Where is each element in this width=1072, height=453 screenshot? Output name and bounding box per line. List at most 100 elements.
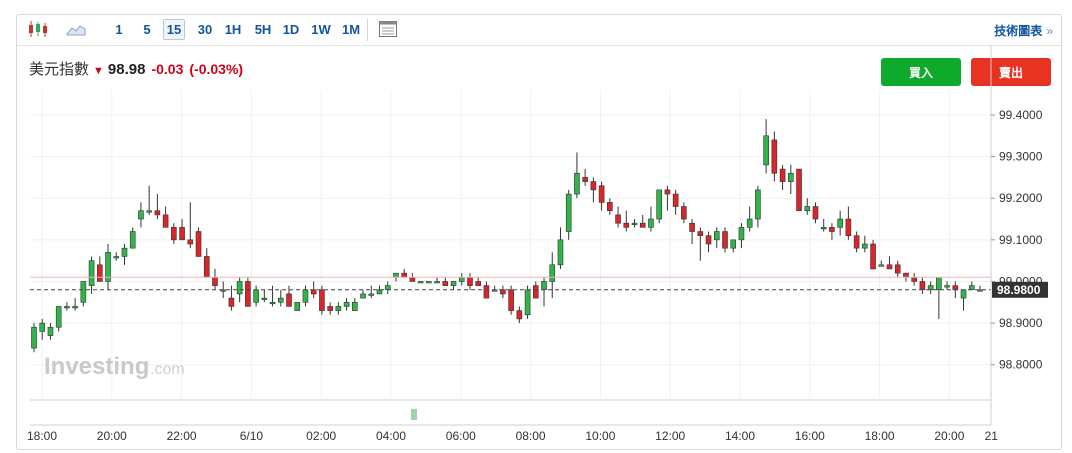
interval-button-1m[interactable]: 1M — [341, 22, 361, 37]
candle-body — [812, 206, 819, 220]
candle-body — [335, 306, 342, 311]
candle-body — [327, 306, 333, 311]
candle-body — [771, 139, 778, 174]
candle-body — [352, 301, 358, 311]
candle-body — [434, 281, 440, 284]
interval-button-15[interactable]: 15 — [163, 19, 185, 40]
candle — [426, 281, 432, 284]
candle-body — [796, 168, 802, 212]
candle-body — [343, 301, 350, 307]
candle — [31, 323, 37, 353]
candle — [162, 206, 169, 228]
candle — [812, 202, 819, 224]
candle — [187, 202, 194, 249]
candle — [72, 298, 78, 311]
candle — [911, 273, 917, 286]
candle-body — [919, 281, 926, 291]
buy-button[interactable]: 買入 — [881, 58, 961, 86]
candle-body — [977, 289, 983, 292]
chart-toolbar: 1 5 15 30 1H 5H 1D 1W 1M 技術圖表» — [17, 15, 1061, 46]
candle-body — [623, 222, 630, 228]
candle-body — [960, 289, 967, 299]
candle-body — [911, 276, 917, 282]
candle-body — [500, 289, 506, 295]
candle — [245, 277, 251, 307]
candle — [228, 285, 235, 311]
candle — [919, 277, 926, 294]
candle-body — [31, 326, 37, 349]
candle — [639, 214, 646, 228]
candle-body — [804, 206, 811, 212]
interval-button-1w[interactable]: 1W — [311, 22, 331, 37]
sell-button[interactable]: 賣出 — [971, 58, 1051, 86]
candle-body — [755, 189, 761, 220]
candle — [516, 306, 523, 324]
candle-body — [458, 276, 465, 282]
technical-chart-label: 技術圖表 — [994, 24, 1043, 38]
candle — [623, 210, 630, 232]
candle — [746, 206, 753, 232]
candle-body — [541, 281, 547, 291]
candle — [837, 210, 843, 236]
investing-watermark: Investing .com — [44, 353, 185, 380]
candle — [179, 219, 185, 241]
candle-body — [269, 301, 276, 305]
candle — [878, 260, 885, 267]
interval-button-1[interactable]: 1 — [115, 22, 123, 37]
candle-body — [55, 306, 62, 328]
candle-body — [565, 193, 572, 232]
candle — [886, 256, 893, 270]
candle-body — [722, 231, 728, 249]
candle-body — [64, 306, 70, 309]
candle — [524, 285, 531, 319]
candle-body — [121, 247, 128, 257]
candle — [590, 177, 597, 203]
candle-body — [384, 285, 391, 291]
technical-chart-link[interactable]: 技術圖表» — [994, 22, 1053, 39]
interval-button-1h[interactable]: 1H — [224, 22, 242, 37]
candle-body — [245, 281, 251, 307]
x-tick-label: 6/10 — [240, 429, 264, 443]
candle — [607, 198, 613, 215]
interval-button-5[interactable]: 5 — [143, 22, 151, 37]
chart-overlay: 98.9800 — [30, 276, 1048, 298]
candle — [631, 219, 638, 228]
quote-header: 美元指數 ▼ 98.98 -0.03 (-0.03%) — [29, 58, 243, 79]
candle-body — [664, 189, 671, 195]
candle — [261, 289, 268, 303]
candle — [88, 256, 95, 294]
candle-body — [820, 227, 827, 230]
candle — [236, 277, 243, 303]
candle-body — [467, 276, 473, 286]
candle-body — [746, 218, 753, 228]
candle — [475, 277, 482, 286]
candlestick-icon[interactable] — [25, 18, 51, 40]
candle-body — [146, 210, 152, 213]
candle-body — [113, 256, 120, 259]
candle-body — [179, 227, 185, 241]
interval-button-1d[interactable]: 1D — [282, 22, 300, 37]
candle — [195, 227, 202, 257]
candle-body — [39, 322, 46, 332]
interval-button-30[interactable]: 30 — [197, 22, 213, 37]
candle — [705, 231, 712, 253]
candle-body — [442, 281, 449, 286]
x-tick-label: 18:00 — [27, 429, 57, 443]
candle-body — [401, 272, 407, 278]
candle — [286, 285, 292, 307]
candle-body — [968, 285, 975, 291]
candle — [39, 318, 46, 340]
area-chart-icon[interactable] — [63, 18, 89, 40]
table-icon[interactable] — [375, 18, 401, 40]
candle — [664, 185, 671, 211]
candle — [319, 285, 325, 315]
candle-body — [853, 235, 860, 249]
candle — [804, 198, 811, 215]
candle-body — [894, 264, 901, 274]
candle-body — [598, 185, 605, 203]
current-price-label: 98.9800 — [997, 283, 1041, 297]
interval-button-5h[interactable]: 5H — [254, 22, 272, 37]
candle-body — [253, 289, 259, 303]
candle — [738, 223, 745, 249]
